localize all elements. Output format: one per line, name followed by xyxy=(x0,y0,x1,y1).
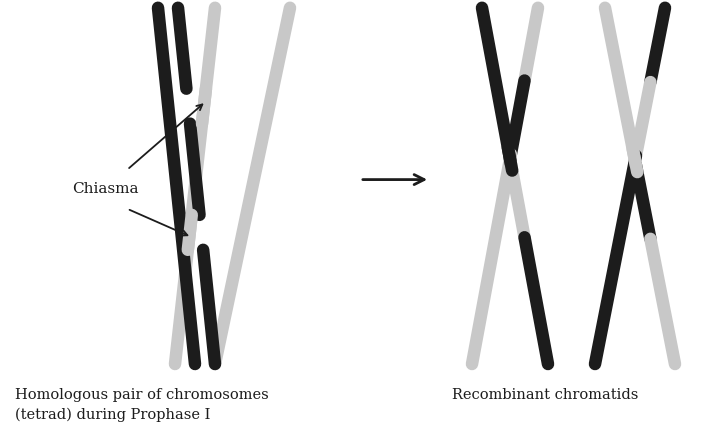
Text: Homologous pair of chromosomes
(tetrad) during Prophase I: Homologous pair of chromosomes (tetrad) … xyxy=(15,388,269,422)
Text: Chiasma: Chiasma xyxy=(72,182,139,196)
Text: Recombinant chromatids: Recombinant chromatids xyxy=(452,388,638,402)
